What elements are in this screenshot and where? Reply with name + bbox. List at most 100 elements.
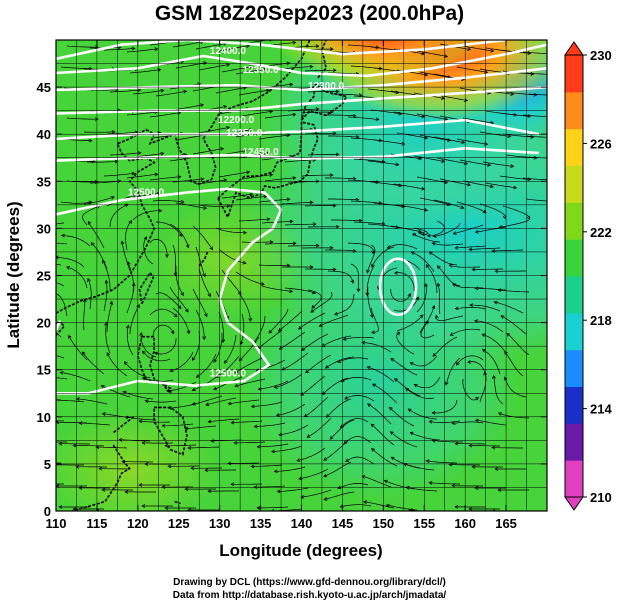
streamline-arrow bbox=[401, 204, 406, 209]
streamline-arrow bbox=[87, 277, 91, 282]
streamline bbox=[221, 269, 242, 295]
streamline-arrow bbox=[491, 445, 496, 450]
streamline-arrow bbox=[527, 51, 532, 55]
streamline-arrow bbox=[88, 66, 93, 71]
streamline bbox=[126, 283, 135, 314]
streamline-arrow bbox=[352, 113, 357, 118]
streamline-arrow bbox=[243, 149, 248, 153]
streamline bbox=[525, 135, 547, 138]
streamline-arrow bbox=[324, 365, 329, 369]
streamline bbox=[106, 301, 113, 332]
streamline bbox=[522, 114, 547, 117]
streamline-arrow bbox=[530, 72, 535, 76]
streamline-arrow bbox=[506, 332, 511, 337]
streamline-arrow bbox=[492, 374, 496, 379]
streamline-arrow bbox=[95, 445, 100, 450]
streamline-arrow bbox=[497, 488, 502, 492]
streamline-arrow bbox=[428, 481, 433, 485]
streamline-arrow bbox=[361, 475, 366, 479]
streamline bbox=[218, 248, 246, 264]
streamline bbox=[328, 72, 359, 75]
streamline-arrow bbox=[119, 511, 122, 514]
streamline-arrow bbox=[230, 420, 235, 425]
streamline-arrow bbox=[67, 334, 72, 339]
streamline bbox=[125, 220, 132, 251]
streamline-arrow bbox=[102, 259, 106, 264]
streamline bbox=[175, 202, 207, 209]
streamline bbox=[258, 264, 290, 266]
streamline bbox=[155, 292, 182, 309]
streamline-arrow bbox=[312, 222, 317, 227]
streamline-arrow bbox=[412, 232, 417, 237]
streamline bbox=[109, 203, 129, 228]
streamline-arrow bbox=[141, 504, 146, 508]
streamline-arrow bbox=[250, 404, 255, 409]
streamline bbox=[195, 309, 205, 340]
streamline bbox=[462, 117, 494, 124]
streamline bbox=[265, 242, 296, 245]
streamline bbox=[274, 466, 306, 472]
streamline-arrow bbox=[437, 265, 441, 270]
streamline-arrow bbox=[60, 233, 65, 238]
streamline bbox=[126, 48, 158, 53]
streamline bbox=[155, 90, 187, 97]
streamline bbox=[307, 91, 339, 93]
streamline bbox=[306, 417, 332, 438]
colorbar-segment bbox=[565, 91, 583, 130]
streamline-arrow bbox=[165, 254, 169, 259]
streamline bbox=[172, 307, 190, 334]
x-axis-label: Longitude (degrees) bbox=[219, 541, 382, 560]
streamline bbox=[522, 177, 547, 181]
streamline-arrow bbox=[286, 263, 291, 268]
streamline-arrow bbox=[371, 330, 376, 335]
streamline bbox=[304, 205, 336, 207]
streamline-arrow bbox=[366, 366, 371, 370]
streamline bbox=[396, 132, 428, 139]
streamline-arrow bbox=[378, 201, 383, 205]
colorbar-max-arrow bbox=[564, 41, 584, 56]
streamline-arrow bbox=[207, 293, 211, 298]
streamline bbox=[437, 283, 441, 315]
streamline bbox=[218, 45, 250, 52]
streamline bbox=[169, 223, 189, 248]
streamline-arrow bbox=[195, 374, 200, 378]
streamline-arrow bbox=[386, 245, 391, 249]
streamline bbox=[149, 112, 181, 118]
streamline bbox=[68, 335, 88, 361]
streamline-arrow bbox=[72, 443, 77, 448]
coastline bbox=[138, 271, 155, 305]
streamline bbox=[450, 328, 481, 336]
streamline-arrow bbox=[160, 88, 165, 93]
streamline bbox=[499, 219, 530, 228]
streamline-arrow bbox=[471, 267, 476, 272]
streamline-arrow bbox=[203, 61, 208, 65]
streamline-arrow bbox=[551, 178, 554, 181]
colorbar-frame bbox=[564, 54, 584, 498]
streamline-arrow bbox=[468, 507, 473, 511]
streamline-arrow bbox=[78, 486, 83, 490]
streamline-arrow bbox=[66, 266, 71, 270]
streamline bbox=[322, 377, 349, 395]
streamline-arrow bbox=[455, 361, 460, 366]
streamline bbox=[310, 291, 333, 313]
streamline bbox=[482, 161, 514, 167]
streamline bbox=[282, 352, 309, 371]
streamline-arrow bbox=[309, 64, 314, 69]
streamline bbox=[462, 45, 494, 52]
streamline-arrow bbox=[202, 273, 206, 278]
streamline bbox=[218, 171, 250, 178]
streamline bbox=[234, 357, 263, 374]
streamline-arrow bbox=[213, 386, 218, 391]
x-tick-label: 155 bbox=[413, 516, 435, 531]
streamline bbox=[325, 177, 356, 180]
streamline bbox=[172, 244, 176, 276]
streamline bbox=[475, 419, 507, 426]
streamline-arrow bbox=[180, 199, 185, 204]
streamline-arrow bbox=[332, 203, 337, 208]
streamline-arrow bbox=[210, 438, 215, 443]
streamline-arrow bbox=[323, 457, 328, 461]
streamline-arrow bbox=[110, 196, 115, 200]
streamline bbox=[215, 87, 247, 94]
x-tick-label: 125 bbox=[168, 516, 190, 531]
streamline bbox=[462, 378, 479, 401]
